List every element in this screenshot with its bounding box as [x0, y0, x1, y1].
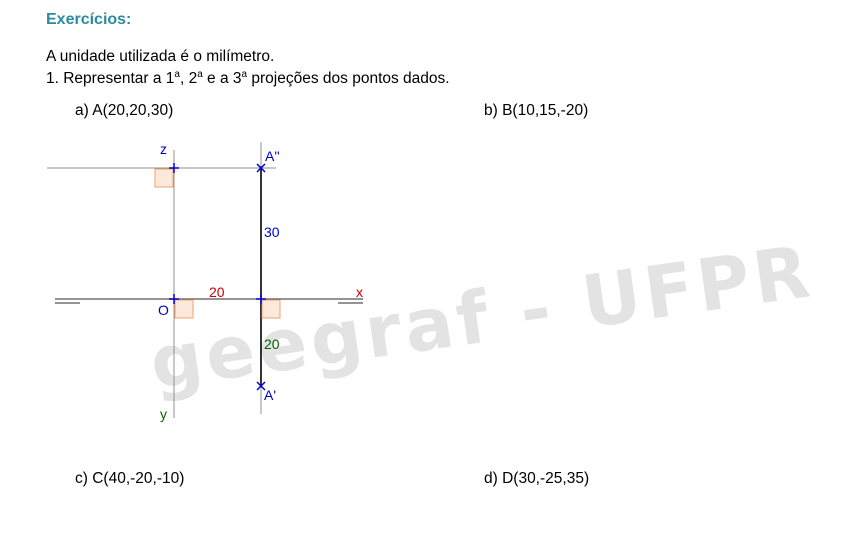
- right-angle-mark-origin: [174, 299, 194, 319]
- z-distance-label: 30: [264, 224, 280, 240]
- item-b: b) B(10,15,-20): [484, 102, 589, 119]
- ordinal-3: a: [241, 68, 248, 80]
- item-a: a) A(20,20,30): [75, 102, 174, 119]
- z-axis-label: z: [160, 141, 167, 157]
- origin-label: O: [158, 302, 169, 318]
- z-point-marker: [169, 163, 179, 173]
- right-angle-mark-x: [261, 299, 281, 319]
- exercises-heading: Exercícios:: [46, 11, 132, 28]
- a1-label: A': [264, 387, 276, 403]
- a1-point-marker: [256, 381, 266, 391]
- x-axis-label: x: [356, 284, 363, 300]
- y-axis-label: y: [160, 406, 167, 422]
- x-distance-label: 20: [209, 284, 225, 300]
- task-suffix: projeções dos pontos dados.: [247, 70, 450, 87]
- task-sep1: , 2: [179, 70, 198, 87]
- unit-statement: A unidade utilizada é o milímetro.: [46, 48, 275, 65]
- task-sep2: e a 3: [202, 70, 242, 87]
- task-prefix: 1. Representar a 1: [46, 70, 175, 87]
- origin-marker: [169, 294, 179, 304]
- y-distance-label: 20: [264, 336, 280, 352]
- a2-label: A'': [265, 148, 280, 164]
- ordinal-2: a: [197, 68, 203, 80]
- x-point-marker: [256, 294, 266, 304]
- ordinal-1: a: [174, 68, 180, 80]
- item-c: c) C(40,-20,-10): [75, 470, 185, 487]
- task-statement: 1. Representar a 1a, 2a e a 3a projeções…: [46, 68, 450, 88]
- a2-point-marker: [256, 163, 266, 173]
- item-d: d) D(30,-25,35): [484, 470, 590, 487]
- right-angle-mark-z: [154, 168, 174, 188]
